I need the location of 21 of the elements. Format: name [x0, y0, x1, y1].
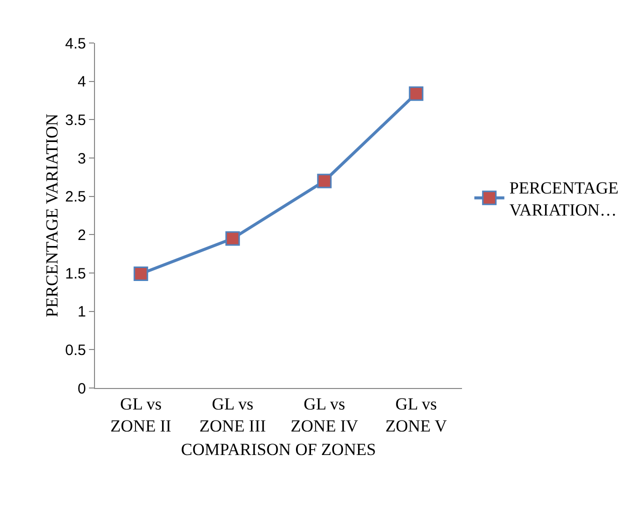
- y-axis-title: PERCENTAGE VARIATION: [42, 114, 62, 318]
- y-tick-label: 3.5: [65, 112, 86, 129]
- y-tick-label: 0.5: [65, 342, 86, 359]
- x-tick-label: GL vs ZONE III: [199, 394, 266, 436]
- y-tick-label: 4.5: [65, 35, 86, 52]
- y-tick-label: 3: [78, 150, 86, 168]
- x-tick-label: GL vs ZONE IV: [290, 394, 359, 436]
- y-tick-label: 1.5: [65, 265, 86, 282]
- point: [134, 266, 148, 282]
- y-tick-label: 1: [78, 304, 86, 321]
- x-axis-title: COMPARISON OF ZONES: [181, 440, 376, 459]
- y-tick-label: 0: [78, 380, 86, 398]
- y-tick-label: 4: [78, 74, 86, 91]
- legend-label: PERCENTAGE VARIATION…: [509, 178, 618, 220]
- y-tick-label: 2.5: [65, 188, 86, 206]
- point: [317, 174, 332, 188]
- point: [408, 86, 424, 101]
- x-tick-label: GL vs ZONE V: [385, 394, 448, 436]
- point: [225, 231, 240, 246]
- x-tick-label: GL vs ZONE II: [110, 394, 172, 436]
- y-tick-label: 2: [78, 226, 86, 244]
